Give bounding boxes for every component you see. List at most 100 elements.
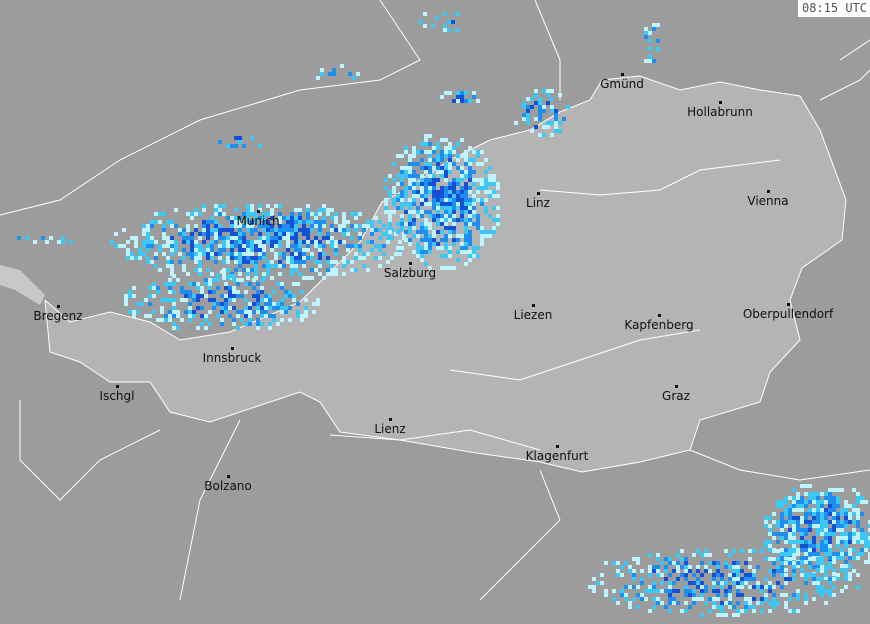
radar-cell xyxy=(820,528,824,532)
radar-cell xyxy=(828,488,832,492)
radar-cell xyxy=(408,214,412,218)
radar-cell xyxy=(648,55,652,59)
radar-cell xyxy=(396,194,400,198)
radar-cell xyxy=(196,286,200,290)
radar-cell xyxy=(648,31,652,35)
radar-cell xyxy=(202,252,206,256)
radar-cell xyxy=(848,577,852,581)
radar-cell xyxy=(756,601,760,605)
radar-cell xyxy=(290,236,294,240)
radar-cell xyxy=(220,302,224,306)
radar-cell xyxy=(194,208,198,212)
radar-cell xyxy=(732,549,736,553)
radar-cell xyxy=(812,557,816,561)
radar-cell xyxy=(392,190,396,194)
radar-cell xyxy=(330,228,334,232)
radar-cell xyxy=(792,520,796,524)
radar-cell xyxy=(522,113,526,117)
radar-cell xyxy=(632,577,636,581)
radar-cell xyxy=(290,228,294,232)
radar-cell xyxy=(420,198,424,202)
radar-cell xyxy=(784,553,788,557)
radar-cell xyxy=(214,232,218,236)
radar-cell xyxy=(194,252,198,256)
radar-cell xyxy=(828,512,832,516)
radar-cell xyxy=(416,210,420,214)
radar-cell xyxy=(836,552,840,556)
radar-cell xyxy=(476,190,480,194)
radar-cell xyxy=(342,220,346,224)
radar-cell xyxy=(472,178,476,182)
radar-cell xyxy=(772,532,776,536)
radar-cell xyxy=(294,232,298,236)
radar-cell xyxy=(432,218,436,222)
radar-cell xyxy=(232,306,236,310)
radar-cell xyxy=(254,244,258,248)
radar-cell xyxy=(400,198,404,202)
radar-cell xyxy=(186,236,190,240)
radar-cell xyxy=(808,540,812,544)
radar-cell xyxy=(266,240,270,244)
radar-cell xyxy=(848,540,852,544)
radar-cell xyxy=(432,242,436,246)
radar-cell xyxy=(312,310,316,314)
radar-cell xyxy=(472,194,476,198)
city-label: Salzburg xyxy=(383,266,437,280)
radar-cell xyxy=(316,298,320,302)
radar-cell xyxy=(534,101,538,105)
radar-cell xyxy=(342,228,346,232)
radar-cell xyxy=(444,266,448,270)
radar-cell xyxy=(800,548,804,552)
city-marker xyxy=(57,305,60,308)
radar-cell xyxy=(182,232,186,236)
radar-cell xyxy=(456,202,460,206)
radar-cell xyxy=(696,569,700,573)
radar-cell xyxy=(214,228,218,232)
radar-cell xyxy=(238,216,242,220)
radar-cell xyxy=(318,260,322,264)
radar-cell xyxy=(480,226,484,230)
radar-cell xyxy=(836,540,840,544)
radar-cell xyxy=(248,282,252,286)
radar-cell xyxy=(256,298,260,302)
radar-cell xyxy=(492,206,496,210)
radar-cell xyxy=(188,314,192,318)
radar-cell xyxy=(146,240,150,244)
radar-cell xyxy=(424,246,428,250)
radar-cell xyxy=(314,236,318,240)
radar-cell xyxy=(272,290,276,294)
radar-cell xyxy=(644,597,648,601)
radar-cell xyxy=(358,256,362,260)
radar-cell xyxy=(432,158,436,162)
radar-cell xyxy=(322,252,326,256)
radar-cell xyxy=(848,532,852,536)
radar-cell xyxy=(820,508,824,512)
radar-cell xyxy=(142,252,146,256)
radar-cell xyxy=(772,585,776,589)
radar-cell xyxy=(538,97,542,101)
radar-cell xyxy=(432,238,436,242)
radar-cell xyxy=(488,178,492,182)
radar-cell xyxy=(472,222,476,226)
radar-cell xyxy=(186,228,190,232)
radar-cell xyxy=(270,240,274,244)
radar-cell xyxy=(204,314,208,318)
radar-cell xyxy=(620,593,624,597)
radar-cell xyxy=(828,492,832,496)
radar-cell xyxy=(170,244,174,248)
radar-cell xyxy=(704,553,708,557)
radar-cell xyxy=(460,138,464,142)
radar-cell xyxy=(728,585,732,589)
radar-cell xyxy=(792,569,796,573)
radar-cell xyxy=(234,244,238,248)
radar-cell xyxy=(550,109,554,113)
radar-cell xyxy=(744,605,748,609)
radar-cell xyxy=(168,298,172,302)
radar-cell xyxy=(246,260,250,264)
radar-cell xyxy=(416,214,420,218)
radar-cell xyxy=(764,585,768,589)
radar-cell xyxy=(652,23,656,27)
radar-cell xyxy=(792,508,796,512)
radar-cell xyxy=(342,256,346,260)
